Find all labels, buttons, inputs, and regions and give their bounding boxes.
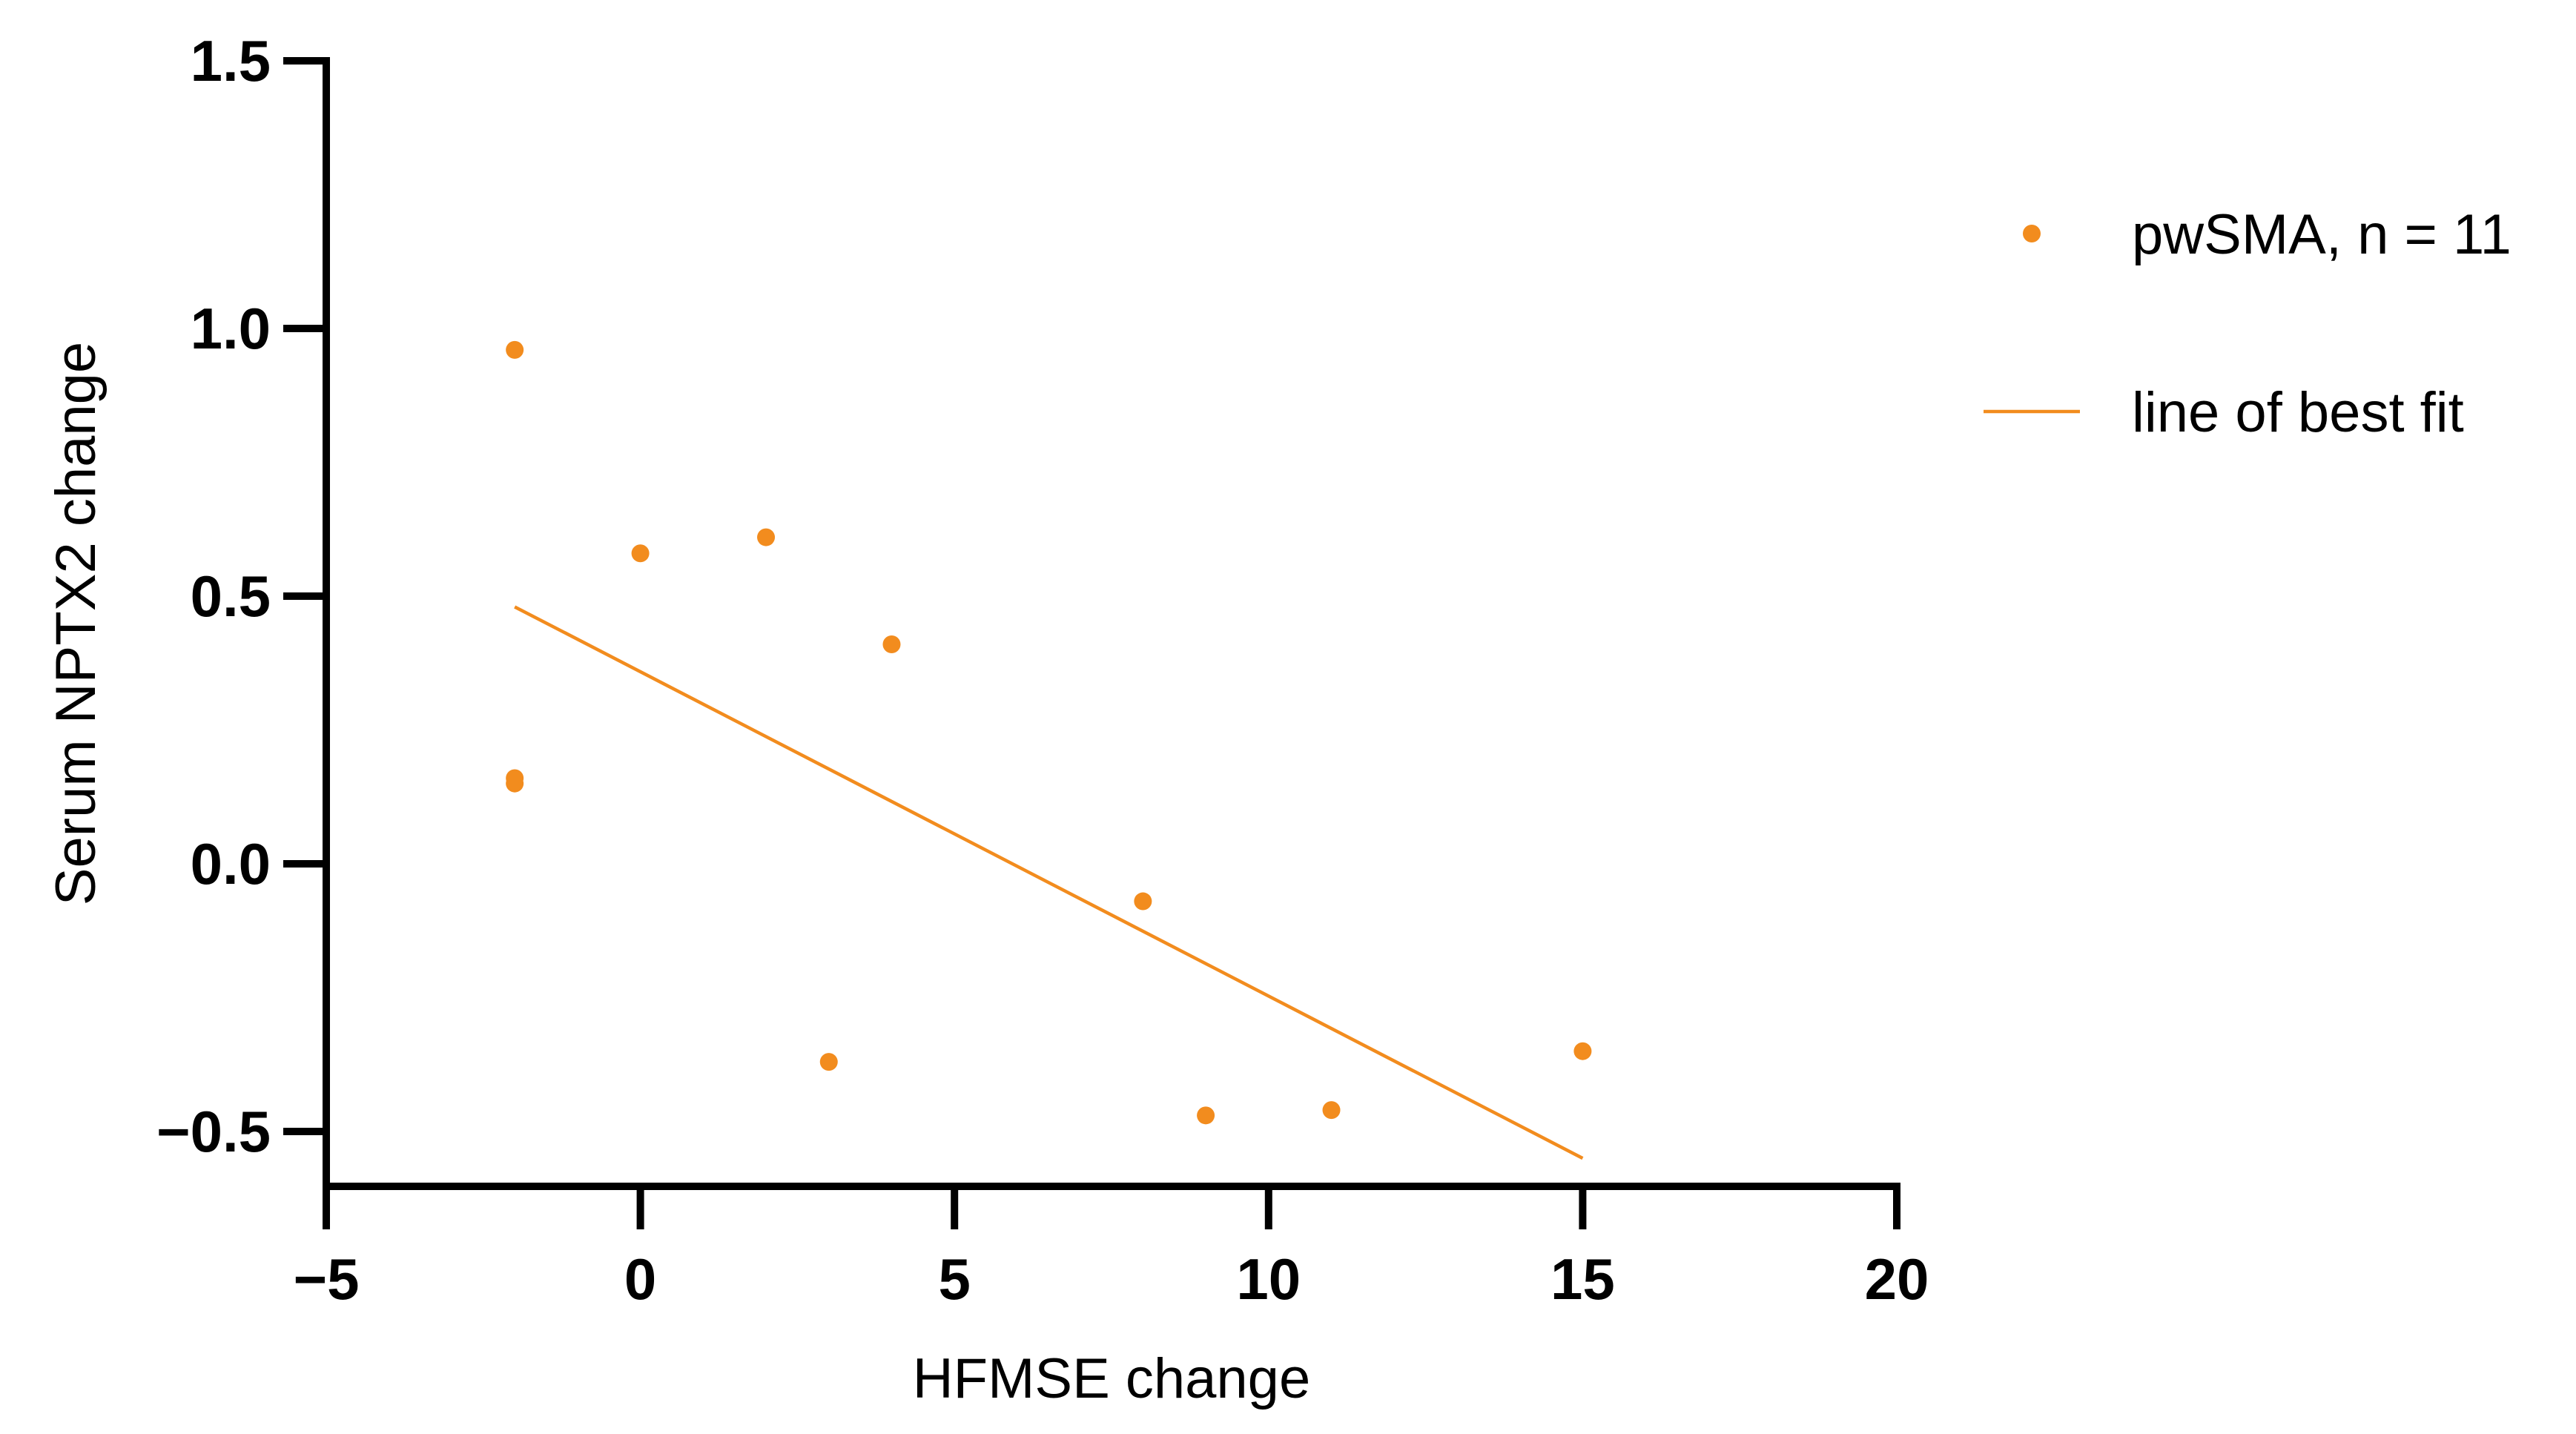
data-point	[757, 528, 776, 546]
data-point	[631, 544, 650, 563]
x-tick-label: 0	[624, 1246, 656, 1312]
data-point	[1573, 1042, 1592, 1060]
data-point	[882, 635, 901, 653]
y-axis-ticks: −0.5 0.0 0.5 1.0 1.5	[156, 28, 326, 1164]
x-axis-title: HFMSE change	[913, 1347, 1310, 1410]
data-point	[506, 340, 524, 359]
y-tick-label: −0.5	[156, 1099, 271, 1164]
data-points	[506, 340, 1592, 1125]
x-tick-label: −5	[294, 1246, 360, 1312]
y-tick-label: 1.5	[191, 28, 271, 93]
x-tick-label: 15	[1550, 1246, 1615, 1312]
x-tick-label: 5	[939, 1246, 971, 1312]
legend-marker-pwsma	[2023, 225, 2041, 242]
y-tick-label: 0.5	[191, 564, 271, 629]
x-tick-label: 20	[1865, 1246, 1929, 1312]
data-point	[506, 774, 524, 793]
best-fit-line-layer	[514, 605, 1584, 1160]
legend-label-best-fit: line of best fit	[2132, 381, 2464, 444]
data-point	[1134, 892, 1152, 911]
data-point	[1322, 1101, 1341, 1120]
x-axis-ticks: −5 0 5 10 15 20	[294, 1186, 1929, 1312]
y-tick-label: 1.0	[191, 296, 271, 361]
best-fit-line	[514, 605, 1584, 1160]
data-point	[1197, 1106, 1215, 1125]
data-point	[819, 1053, 838, 1071]
y-axis-title: Serum NPTX2 change	[44, 342, 108, 905]
legend: pwSMA, n = 11 line of best fit	[1984, 203, 2511, 444]
legend-label-pwsma: pwSMA, n = 11	[2132, 203, 2511, 266]
axes	[323, 57, 1900, 1190]
y-tick-label: 0.0	[191, 831, 271, 896]
x-tick-label: 10	[1236, 1246, 1301, 1312]
